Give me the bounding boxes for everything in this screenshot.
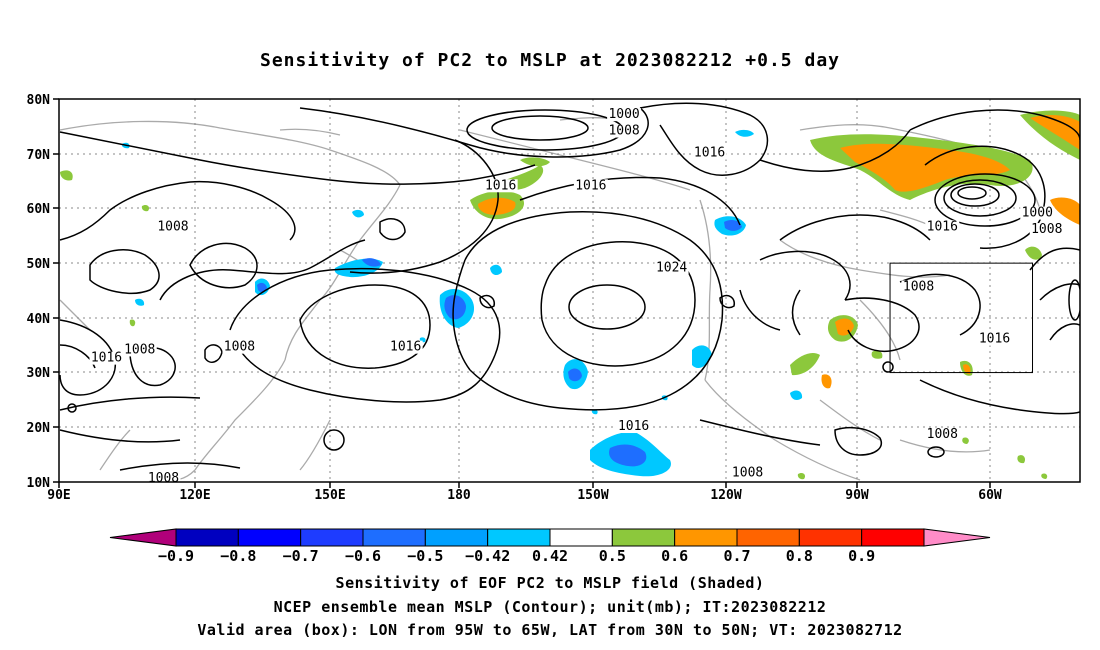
caption-line-1: Sensitivity of EOF PC2 to MSLP field (Sh… (335, 574, 765, 592)
contour-label: 1016 (927, 219, 958, 234)
lat-label: 70N (27, 148, 51, 163)
contour-label: 1008 (732, 466, 763, 481)
colorbar-label: −0.6 (345, 547, 381, 565)
colorbar: −0.9 −0.8 −0.7 −0.6 −0.5 −0.42 0.42 0.5 0.6 0.7 0.… (109, 528, 991, 565)
latitude-labels: 80N 70N 60N 50N 40N 30N 20N 10N (27, 93, 51, 491)
chart-title: Sensitivity of PC2 to MSLP at 2023082212… (259, 50, 840, 71)
lat-label: 80N (27, 93, 51, 108)
lon-label: 150W (577, 488, 608, 503)
contour-label: 1008 (608, 124, 639, 139)
colorbar-swatch (674, 528, 738, 547)
contour-label: 1016 (979, 331, 1010, 346)
lat-label: 20N (27, 421, 51, 436)
contour-label-bg (607, 124, 642, 138)
contour-label: 1016 (485, 178, 516, 193)
contour-label: 1000 (608, 107, 639, 122)
colorbar-label: −0.8 (220, 547, 256, 565)
colorbar-label: −0.5 (407, 547, 443, 565)
colorbar-swatch (424, 528, 489, 547)
contour-label-bg (1020, 206, 1055, 220)
colorbar-label: 0.42 (532, 547, 568, 565)
lat-label: 30N (27, 366, 51, 381)
colorbar-min-triangle (109, 528, 177, 547)
colorbar-swatch (300, 528, 364, 547)
contour-label: 1016 (618, 419, 649, 434)
contour-label-bg (155, 220, 190, 234)
lon-label: 90W (845, 488, 869, 503)
contour-label: 1008 (124, 342, 155, 357)
colorbar-label: −0.7 (283, 547, 319, 565)
contour-label: 1008 (157, 219, 188, 234)
coastlines (59, 117, 1041, 481)
contour-label: 1016 (390, 340, 421, 355)
contour-label: 1008 (224, 340, 255, 355)
lat-label: 10N (27, 476, 51, 491)
contour-label-bg (222, 340, 257, 354)
lon-label: 150E (314, 488, 345, 503)
contour-label: 1024 (656, 260, 687, 275)
lon-label: 180 (447, 488, 471, 503)
colorbar-swatch (611, 528, 676, 547)
colorbar-label: 0.8 (786, 547, 813, 565)
contour-label-bg (89, 351, 124, 365)
colorbar-label: 0.5 (599, 547, 626, 565)
contour-label-bg (901, 280, 936, 294)
contour-label-bg (925, 220, 960, 234)
mslp-contours (59, 102, 1080, 471)
map-frame (58, 98, 1081, 483)
colorbar-label: −0.9 (158, 547, 194, 565)
colorbar-max-triangle (923, 528, 991, 547)
contour-label: 1008 (148, 471, 179, 486)
contour-label: 1008 (927, 427, 958, 442)
lat-label: 40N (27, 312, 51, 327)
colorbar-swatch (549, 528, 613, 547)
valid-area-box (889, 262, 1034, 374)
contour-label: 1000 (1022, 206, 1053, 221)
contour-label-bg (483, 179, 518, 193)
caption-line-2: NCEP ensemble mean MSLP (Contour); unit(… (273, 598, 827, 616)
lon-label: 60W (978, 488, 1002, 503)
colorbar-swatch (362, 528, 426, 547)
lon-label: 120E (179, 488, 210, 503)
contour-label: 1008 (1031, 222, 1062, 237)
contour-label: 1016 (91, 351, 122, 366)
colorbar-label: 0.9 (848, 547, 875, 565)
contour-label-bg (616, 420, 651, 434)
contour-label: 1008 (903, 280, 934, 295)
colorbar-swatch (487, 528, 551, 547)
contour-label-bg (925, 428, 960, 442)
colorbar-swatch (798, 528, 863, 547)
lon-label: 120W (710, 488, 741, 503)
lat-label: 60N (27, 202, 51, 217)
colorbar-swatch (736, 528, 800, 547)
caption-line-3: Valid area (box): LON from 95W to 65W, L… (197, 621, 903, 639)
contour-label-bg (692, 146, 727, 160)
contour-label: 1016 (575, 178, 606, 193)
colorbar-swatch (237, 528, 302, 547)
contour-label-bg (977, 332, 1012, 346)
contour-label-bg (730, 466, 765, 480)
contour-label-bg (122, 343, 157, 357)
colorbar-swatch (175, 528, 239, 547)
contour-label: 1016 (694, 145, 725, 160)
contour-label-bg (607, 108, 642, 122)
lon-label: 90E (47, 488, 70, 503)
lat-label: 50N (27, 257, 51, 272)
contour-label-bg (1029, 223, 1064, 237)
longitude-labels: 90E 120E 150E 180 150W 120W 90W 60W (47, 488, 1002, 503)
colorbar-label: 0.6 (661, 547, 688, 565)
contour-label-bg (146, 472, 181, 482)
axis-ticks (53, 98, 991, 488)
colorbar-label: −0.42 (465, 547, 510, 565)
colorbar-label: 0.7 (723, 547, 750, 565)
contour-label-bg (573, 179, 608, 193)
contour-label-bg (388, 340, 423, 354)
colorbar-swatch (861, 528, 925, 547)
contour-label-bg (654, 261, 689, 275)
